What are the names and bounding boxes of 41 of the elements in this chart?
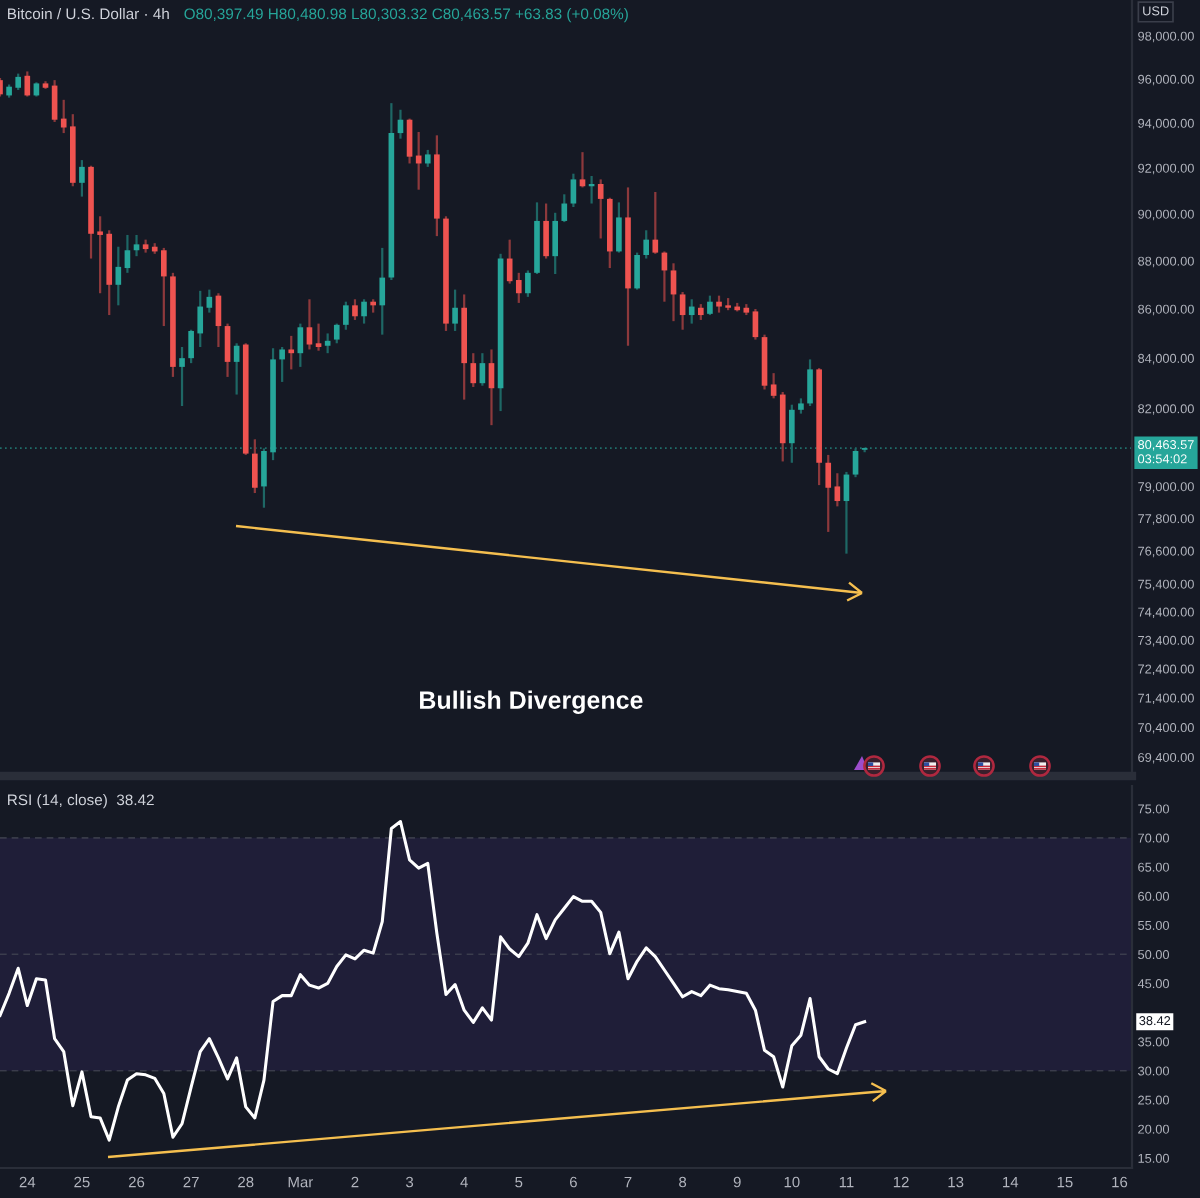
candlestick (352, 298, 358, 322)
candlestick (279, 345, 285, 384)
candlestick (679, 290, 686, 331)
candlestick (616, 201, 622, 254)
line-series (0, 819, 867, 1142)
candlestick (470, 352, 477, 389)
candlestick (124, 233, 131, 274)
candlestick (306, 298, 313, 351)
candlestick (561, 193, 568, 224)
candlestick (379, 246, 386, 336)
candlestick (133, 233, 140, 258)
candlestick (579, 151, 586, 189)
candlestick (652, 190, 659, 255)
candlestick (452, 288, 458, 333)
annotation: Bullish Divergence (420, 690, 643, 714)
candlestick (770, 372, 777, 400)
candlestick (24, 70, 31, 98)
candlestick (115, 245, 122, 307)
candlestick (525, 269, 531, 298)
candlestick (552, 211, 559, 276)
candlestick (688, 298, 695, 325)
candlestick (343, 300, 349, 331)
candlestick (179, 345, 185, 408)
candlestick (852, 447, 859, 479)
candlestick (361, 298, 367, 325)
candlestick (597, 178, 604, 240)
candlestick (825, 453, 832, 534)
candlestick (570, 172, 577, 209)
candlestick (543, 202, 549, 260)
candlestick (752, 307, 759, 341)
candlestick (79, 158, 85, 198)
candlestick (634, 251, 640, 291)
candlestick (252, 438, 258, 495)
candlestick (834, 472, 841, 508)
candlestick (643, 229, 650, 260)
candlestick (288, 334, 295, 371)
candlestick (315, 322, 322, 352)
candlestick (789, 403, 795, 464)
candlestick (807, 358, 813, 408)
candlestick (707, 294, 713, 317)
candlestick (333, 322, 340, 345)
